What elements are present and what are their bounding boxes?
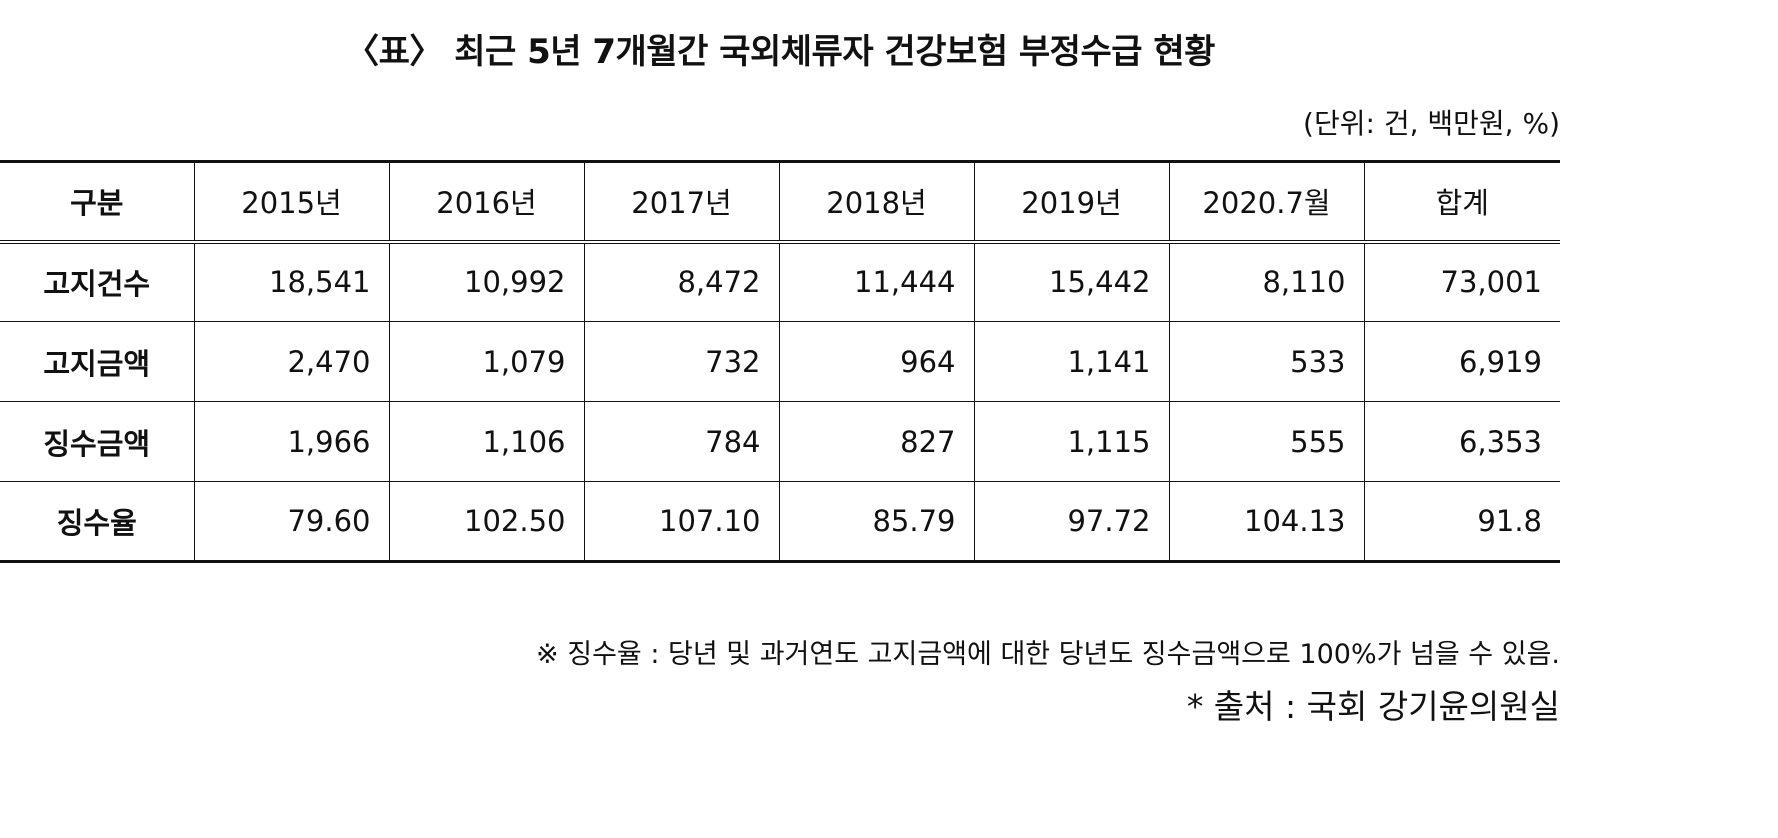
column-header-2019: 2019년 bbox=[973, 160, 1170, 244]
column-header-category: 구분 bbox=[0, 160, 195, 244]
table-cell: 964 bbox=[778, 321, 975, 402]
table-cell: 107.10 bbox=[583, 481, 780, 563]
row-label: 징수금액 bbox=[0, 401, 195, 482]
table-cell: 784 bbox=[583, 401, 780, 482]
table-title: 〈표〉 최근 5년 7개월간 국외체류자 건강보험 부정수급 현황 bbox=[345, 32, 1215, 72]
table-cell: 2,470 bbox=[193, 321, 390, 402]
source-credit: * 출처 : 국회 강기윤의원실 bbox=[1186, 687, 1560, 726]
unit-label: (단위: 건, 백만원, %) bbox=[1303, 107, 1560, 140]
row-label: 고지금액 bbox=[0, 321, 195, 402]
table-row: 고지건수 18,541 10,992 8,472 11,444 15,442 8… bbox=[0, 241, 1560, 322]
table-cell: 15,442 bbox=[973, 241, 1170, 322]
column-header-2018: 2018년 bbox=[778, 160, 975, 244]
column-header-2017: 2017년 bbox=[583, 160, 780, 244]
header-row: 구분 2015년 2016년 2017년 2018년 2019년 2020.7월… bbox=[0, 160, 1560, 244]
table-cell: 732 bbox=[583, 321, 780, 402]
table-cell: 1,106 bbox=[388, 401, 585, 482]
column-header-2016: 2016년 bbox=[388, 160, 585, 244]
table-row: 징수율 79.60 102.50 107.10 85.79 97.72 104.… bbox=[0, 481, 1560, 563]
table-cell: 1,966 bbox=[193, 401, 390, 482]
table-row: 고지금액 2,470 1,079 732 964 1,141 533 6,919 bbox=[0, 321, 1560, 402]
column-header-2015: 2015년 bbox=[193, 160, 390, 244]
table-cell: 91.8 bbox=[1363, 481, 1560, 563]
column-header-2020-july: 2020.7월 bbox=[1168, 160, 1365, 244]
table-cell: 11,444 bbox=[778, 241, 975, 322]
table-cell: 827 bbox=[778, 401, 975, 482]
table-cell: 85.79 bbox=[778, 481, 975, 563]
table-cell: 97.72 bbox=[973, 481, 1170, 563]
fraud-statistics-table: 구분 2015년 2016년 2017년 2018년 2019년 2020.7월… bbox=[0, 160, 1560, 563]
table-cell: 1,079 bbox=[388, 321, 585, 402]
table-cell: 533 bbox=[1168, 321, 1365, 402]
table-cell: 79.60 bbox=[193, 481, 390, 563]
footnote: ※ 징수율 : 당년 및 과거연도 고지금액에 대한 당년도 징수금액으로 10… bbox=[536, 639, 1560, 670]
column-header-total: 합계 bbox=[1363, 160, 1560, 244]
table-cell: 6,353 bbox=[1363, 401, 1560, 482]
table-cell: 555 bbox=[1168, 401, 1365, 482]
table-cell: 102.50 bbox=[388, 481, 585, 563]
table-cell: 10,992 bbox=[388, 241, 585, 322]
table-cell: 6,919 bbox=[1363, 321, 1560, 402]
table-cell: 104.13 bbox=[1168, 481, 1365, 563]
table-cell: 1,115 bbox=[973, 401, 1170, 482]
table-cell: 8,472 bbox=[583, 241, 780, 322]
table-row: 징수금액 1,966 1,106 784 827 1,115 555 6,353 bbox=[0, 401, 1560, 482]
table-cell: 8,110 bbox=[1168, 241, 1365, 322]
table-cell: 73,001 bbox=[1363, 241, 1560, 322]
table-cell: 18,541 bbox=[193, 241, 390, 322]
row-label: 징수율 bbox=[0, 481, 195, 563]
table-cell: 1,141 bbox=[973, 321, 1170, 402]
row-label: 고지건수 bbox=[0, 241, 195, 322]
